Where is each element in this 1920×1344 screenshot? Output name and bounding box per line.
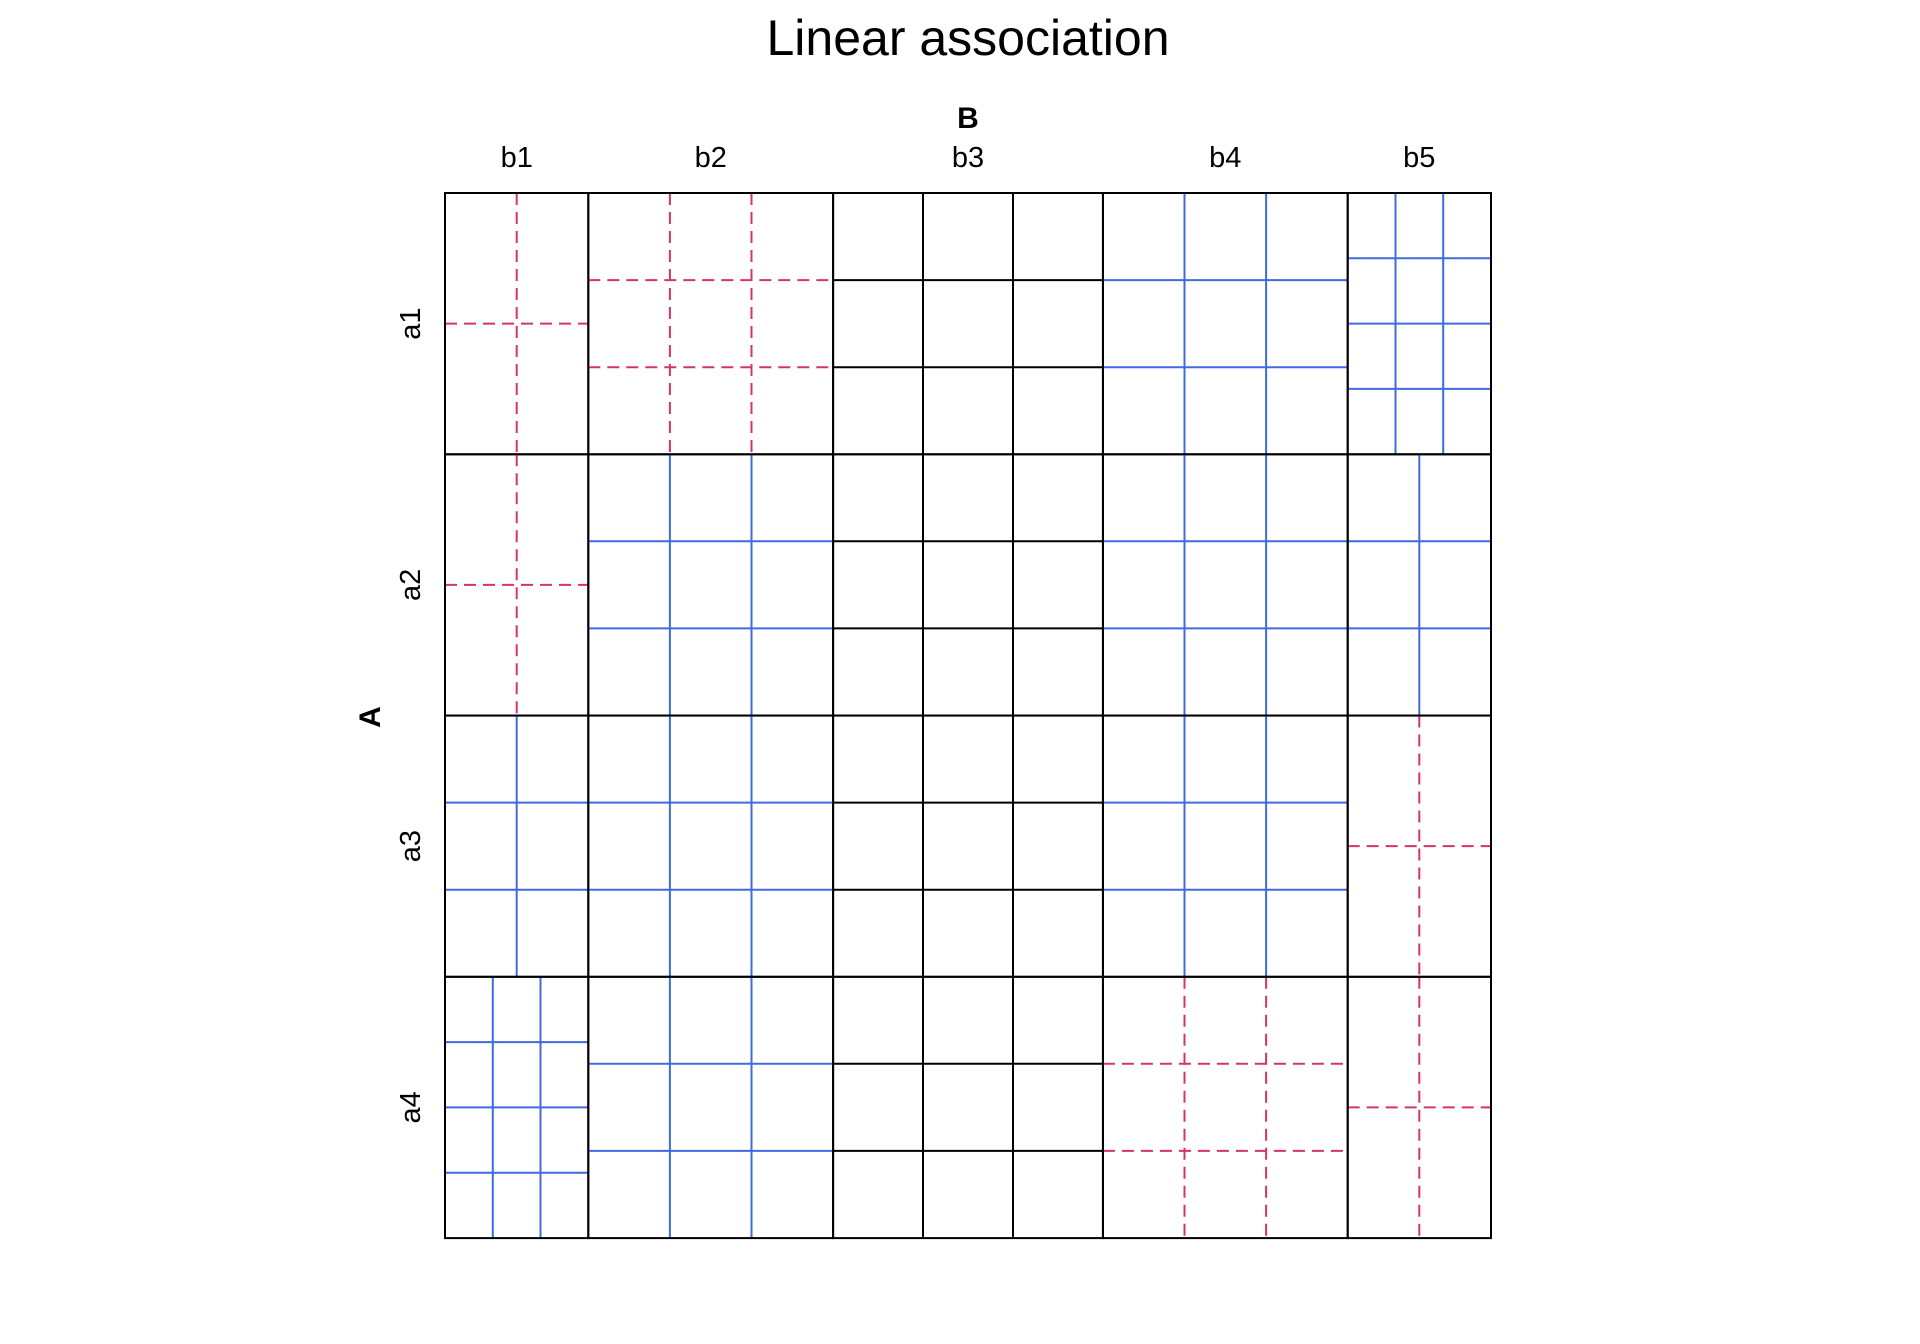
column-label-b1: b1 — [501, 142, 533, 174]
mosaic-cell-border — [1101, 714, 1349, 978]
mosaic-cells — [444, 192, 1492, 1240]
mosaic-cell-border — [832, 714, 1104, 978]
mosaic-cell-border — [587, 453, 835, 717]
row-label-a1: a1 — [395, 307, 427, 339]
row-labels: a1 a2 a3 a4 — [395, 307, 427, 1123]
mosaic-cell-border — [587, 975, 835, 1240]
mosaic-cell-border — [1346, 975, 1492, 1240]
mosaic-cell-border — [587, 714, 835, 978]
mosaic-cell-a2-b5 — [1346, 453, 1492, 717]
mosaic-cell-a1-b3 — [832, 192, 1104, 456]
mosaic-cell-a2-b4 — [1101, 453, 1349, 717]
x-variable-label: B — [957, 102, 979, 135]
y-variable-label: A — [354, 706, 387, 728]
mosaic-cell-border — [1101, 453, 1349, 717]
column-label-b2: b2 — [695, 142, 727, 174]
mosaic-cell-a2-b3 — [832, 453, 1104, 717]
column-label-b5: b5 — [1403, 142, 1435, 174]
column-label-b3: b3 — [952, 142, 984, 174]
row-label-a3: a3 — [395, 830, 427, 862]
mosaic-cell-a4-b3 — [832, 975, 1104, 1240]
mosaic-cell-a2-b2 — [587, 453, 835, 717]
row-label-a2: a2 — [395, 569, 427, 601]
mosaic-cell-a3-b3 — [832, 714, 1104, 978]
mosaic-cell-border — [832, 975, 1104, 1240]
mosaic-cell-border — [587, 192, 835, 456]
mosaic-cell-a3-b1 — [444, 714, 590, 978]
column-labels: b1 b2 b3 b4 b5 — [501, 142, 1436, 174]
column-label-b4: b4 — [1209, 142, 1241, 174]
mosaic-cell-border — [832, 453, 1104, 717]
mosaic-cell-a1-b4 — [1101, 192, 1349, 456]
mosaic-cell-a4-b2 — [587, 975, 835, 1240]
mosaic-cell-a1-b2 — [587, 192, 835, 456]
mosaic-cell-a4-b1 — [444, 975, 590, 1240]
mosaic-cell-a2-b1 — [444, 453, 590, 717]
mosaic-cell-border — [1101, 192, 1349, 456]
mosaic-cell-a3-b5 — [1346, 714, 1492, 978]
mosaic-cell-border — [1101, 975, 1349, 1240]
mosaic-cell-a4-b4 — [1101, 975, 1349, 1240]
mosaic-cell-a4-b5 — [1346, 975, 1492, 1240]
mosaic-cell-a1-b5 — [1346, 192, 1492, 456]
mosaic-cell-border — [832, 192, 1104, 456]
mosaic-cell-a3-b2 — [587, 714, 835, 978]
mosaic-cell-a3-b4 — [1101, 714, 1349, 978]
chart-title: Linear association — [766, 10, 1169, 66]
mosaic-cell-a1-b1 — [444, 192, 590, 456]
row-label-a4: a4 — [395, 1091, 427, 1123]
